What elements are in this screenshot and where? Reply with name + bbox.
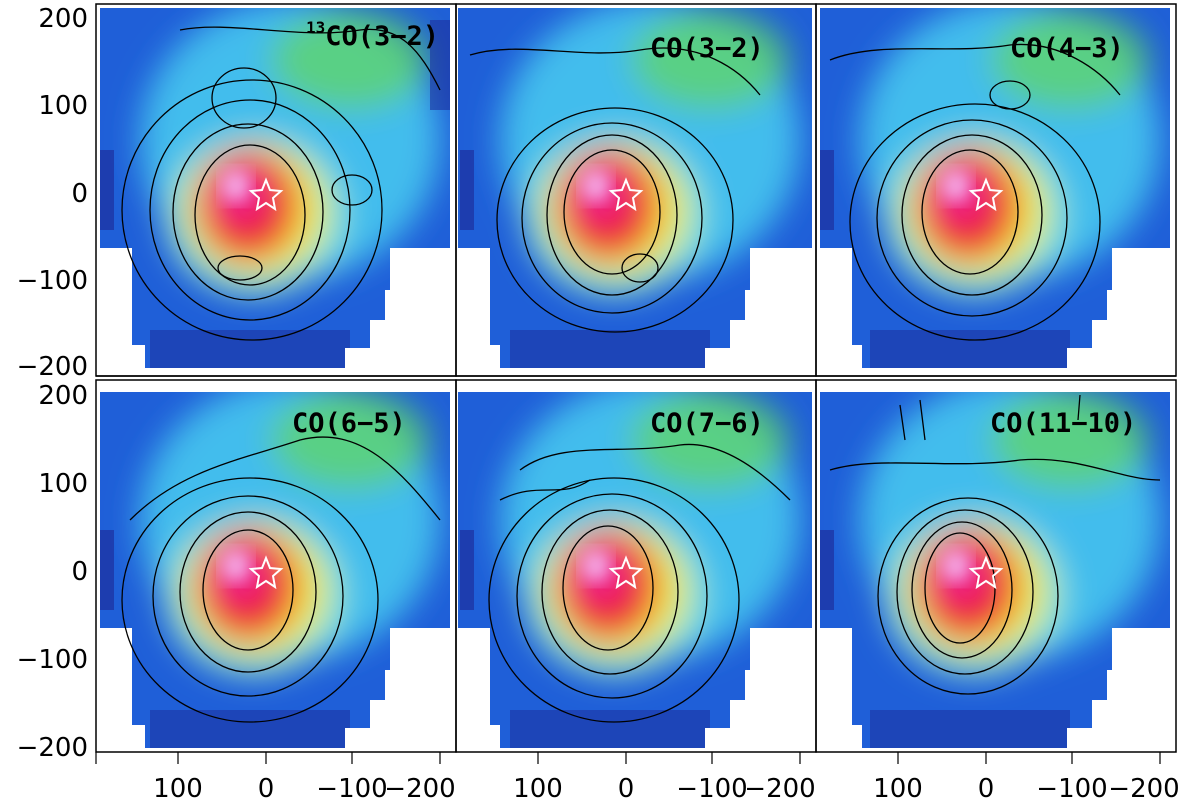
svg-text:CO(7−6): CO(7−6): [650, 408, 764, 439]
y-axis-bottom: 200 100 0 −100 −200: [17, 381, 88, 763]
svg-text:CO(6−5): CO(6−5): [292, 408, 406, 439]
x-tick: 100: [513, 774, 563, 804]
svg-text:13CO(3−2): 13CO(3−2): [306, 18, 439, 52]
y-tick: 0: [71, 557, 88, 587]
x-tick: −100: [676, 774, 747, 804]
x-tick: −100: [1036, 774, 1107, 804]
panel-label: CO(3−2): [325, 21, 439, 52]
panel-label-sup: 13: [306, 18, 325, 37]
panel-label: CO(7−6): [650, 408, 764, 439]
panel-label: CO(11−10): [990, 408, 1136, 439]
y-tick: −200: [17, 352, 88, 382]
y-tick: −100: [17, 645, 88, 675]
y-tick: 200: [38, 4, 88, 34]
x-tick: −200: [744, 774, 815, 804]
y-tick: 200: [38, 381, 88, 411]
y-tick: 100: [38, 91, 88, 121]
star-icon: [608, 177, 644, 212]
panel-1: 13CO(3−2): [95, 3, 457, 377]
x-tick: −100: [316, 774, 387, 804]
svg-text:CO(11−10): CO(11−10): [990, 408, 1136, 439]
y-axis-top: 200 100 0 −100 −200: [17, 4, 88, 382]
x-tick: −200: [1108, 774, 1179, 804]
x-tick: 0: [258, 774, 275, 804]
panel-6: CO(11−10): [815, 379, 1177, 753]
star-icon: [248, 177, 284, 212]
x-tick: 0: [618, 774, 635, 804]
y-tick: −200: [17, 733, 88, 763]
panel-label: CO(3−2): [650, 33, 764, 64]
panel-4: CO(6−5): [95, 379, 457, 753]
y-tick: −100: [17, 266, 88, 296]
x-tick: 100: [873, 774, 923, 804]
star-icon: [608, 555, 644, 590]
x-tick: −200: [384, 774, 455, 804]
panel-2: CO(3−2): [455, 3, 817, 377]
panel-5: CO(7−6): [455, 379, 817, 753]
panel-3: CO(4−3): [815, 3, 1177, 377]
x-tick: 0: [978, 774, 995, 804]
x-axis: 100 0 −100 −200 100 0 −100 −200 100 0 −1…: [153, 774, 1180, 804]
panel-label: CO(4−3): [1010, 33, 1124, 64]
svg-text:CO(3−2): CO(3−2): [650, 33, 764, 64]
y-tick: 100: [38, 469, 88, 499]
x-tick-marks: [95, 752, 1161, 764]
x-tick: 100: [153, 774, 203, 804]
svg-text:CO(4−3): CO(4−3): [1010, 33, 1124, 64]
panel-label: CO(6−5): [292, 408, 406, 439]
star-icon: [248, 555, 284, 590]
y-tick: 0: [71, 179, 88, 209]
star-icon: [968, 555, 1004, 590]
star-icon: [968, 177, 1004, 212]
